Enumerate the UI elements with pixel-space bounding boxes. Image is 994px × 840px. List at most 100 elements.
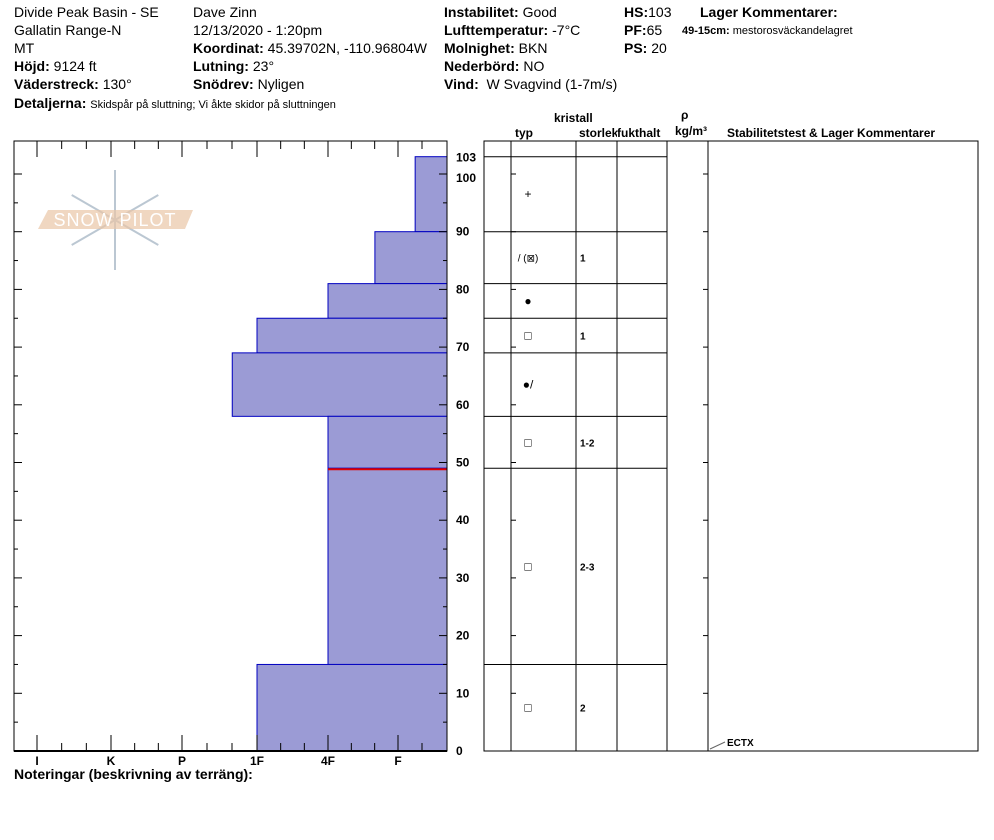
grain-type: □ bbox=[524, 435, 531, 449]
hardness-label-4F: 4F bbox=[321, 754, 335, 768]
wind-loading-label: Snödrev: bbox=[193, 76, 254, 92]
wind: Vind: W Svagvind (1-7m/s) bbox=[444, 75, 617, 93]
y-tick-label: 70 bbox=[456, 340, 470, 354]
y-tick-label: 80 bbox=[456, 282, 470, 296]
notes-label: Noteringar (beskrivning av terräng): bbox=[14, 766, 253, 782]
coord-label: Koordinat: bbox=[193, 40, 264, 56]
precip: Nederbörd: NO bbox=[444, 57, 544, 75]
hs: HS:103 bbox=[624, 3, 671, 21]
hardness-bar bbox=[256, 663, 448, 752]
wind-loading: Snödrev: Nyligen bbox=[193, 75, 304, 93]
col-crystal: kristall bbox=[554, 111, 593, 125]
location: Divide Peak Basin - SE bbox=[14, 4, 159, 20]
details: Detaljerna: Skidspår på sluttning; Vi åk… bbox=[14, 94, 336, 114]
col-size: storlek bbox=[579, 126, 619, 140]
y-tick-label: 50 bbox=[456, 456, 470, 470]
hardness-label-K: K bbox=[107, 754, 116, 768]
layer-table-frame bbox=[483, 140, 979, 752]
air-temp: Lufttemperatur: -7°C bbox=[444, 21, 580, 39]
sky: Molnighet: BKN bbox=[444, 39, 547, 57]
logo-banner bbox=[38, 210, 193, 229]
hardness-bar bbox=[231, 352, 448, 417]
layer-comment: 49-15cm: mestorosväckandelagret bbox=[682, 22, 853, 40]
hs-label: HS: bbox=[624, 4, 649, 20]
coordinates: Koordinat: 45.39702N, -110.96804W bbox=[193, 39, 427, 57]
grain-type: ● bbox=[524, 294, 531, 308]
layer-comment-range: 49-15cm: bbox=[682, 25, 730, 37]
hardness-label-P: P bbox=[178, 754, 186, 768]
col-rho: ρ bbox=[681, 108, 689, 122]
grain-type: □ bbox=[524, 329, 531, 343]
layer-comment-text: mestorosväckandelagret bbox=[732, 25, 853, 37]
aspect-label: Väderstreck: bbox=[14, 76, 99, 92]
grain-type: □ bbox=[524, 701, 531, 715]
pf-label: PF: bbox=[624, 22, 647, 38]
slope: Lutning: 23° bbox=[193, 57, 274, 75]
instability-label: Instabilitet: bbox=[444, 4, 519, 20]
y-tick-label: 10 bbox=[456, 686, 470, 700]
instability: Instabilitet: Good bbox=[444, 3, 557, 21]
hardness-bar bbox=[256, 317, 448, 354]
sky-label: Molnighet: bbox=[444, 40, 515, 56]
y-tick-label: 100 bbox=[456, 171, 476, 185]
y-tick-label: 0 bbox=[456, 744, 463, 758]
wind-value: W Svagvind (1-7m/s) bbox=[486, 76, 618, 92]
wind-loading-value: Nyligen bbox=[257, 76, 305, 92]
col-comments: Stabilitetstest & Lager Kommentarer bbox=[727, 126, 936, 140]
stability-test-label: ECTX bbox=[727, 738, 754, 749]
layer-comments-title: Lager Kommentarer: bbox=[700, 4, 838, 20]
wind-label: Vind: bbox=[444, 76, 479, 92]
grain-type: / (⊠) bbox=[518, 254, 539, 265]
ps-value: 20 bbox=[651, 40, 667, 56]
datetime: 12/13/2020 - 1:20pm bbox=[193, 22, 323, 38]
col-density: kg/m³ bbox=[675, 124, 708, 138]
grain-size: 2 bbox=[580, 704, 586, 715]
logo-text: SNOW PILOT bbox=[53, 210, 176, 230]
precip-label: Nederbörd: bbox=[444, 58, 520, 74]
slope-value: 23° bbox=[252, 58, 275, 74]
grain-size: 1-2 bbox=[580, 438, 595, 449]
stability-test-pointer bbox=[709, 741, 726, 750]
grain-type: + bbox=[524, 187, 531, 201]
instability-value: Good bbox=[522, 4, 557, 20]
hardness-bar bbox=[327, 467, 448, 665]
aspect: Väderstreck: 130° bbox=[14, 75, 132, 93]
hardness-label-I: I bbox=[35, 754, 38, 768]
col-moisture: fukthalt bbox=[617, 124, 661, 142]
slope-label: Lutning: bbox=[193, 58, 249, 74]
coord-value: 45.39702N, -110.96804W bbox=[267, 40, 427, 56]
grain-type: □ bbox=[524, 559, 531, 573]
y-tick-label: 90 bbox=[456, 225, 470, 239]
y-tick-label: 40 bbox=[456, 513, 470, 527]
elevation-value: 9124 ft bbox=[53, 58, 97, 74]
grain-size: 1 bbox=[580, 254, 586, 265]
elevation: Höjd: 9124 ft bbox=[14, 57, 96, 75]
pf: PF:65 bbox=[624, 21, 662, 39]
observer: Dave Zinn bbox=[193, 4, 257, 20]
y-tick-label: 20 bbox=[456, 629, 470, 643]
ps: PS: 20 bbox=[624, 39, 667, 57]
range: Gallatin Range-N bbox=[14, 22, 122, 38]
details-label: Detaljerna: bbox=[14, 95, 87, 111]
hardness-bar bbox=[374, 231, 448, 285]
precip-value: NO bbox=[523, 58, 545, 74]
hardness-bar bbox=[327, 415, 448, 469]
hardness-label-1F: 1F bbox=[250, 754, 264, 768]
y-tick-label: 30 bbox=[456, 571, 470, 585]
col-type: typ bbox=[515, 126, 533, 140]
elevation-label: Höjd: bbox=[14, 58, 50, 74]
grain-size: 1 bbox=[580, 332, 586, 343]
details-value: Skidspår på sluttning; Vi åkte skidor på… bbox=[90, 99, 336, 111]
y-tick-label: 103 bbox=[456, 151, 476, 165]
hardness-bar bbox=[414, 156, 448, 233]
hs-value: 103 bbox=[648, 4, 672, 20]
sky-value: BKN bbox=[518, 40, 548, 56]
air-temp-label: Lufttemperatur: bbox=[444, 22, 549, 38]
aspect-value: 130° bbox=[102, 76, 132, 92]
hardness-label-F: F bbox=[394, 754, 401, 768]
hardness-bar bbox=[327, 283, 448, 319]
air-temp-value: -7°C bbox=[552, 22, 581, 38]
y-tick-label: 60 bbox=[456, 398, 470, 412]
grain-size: 2-3 bbox=[580, 562, 595, 573]
